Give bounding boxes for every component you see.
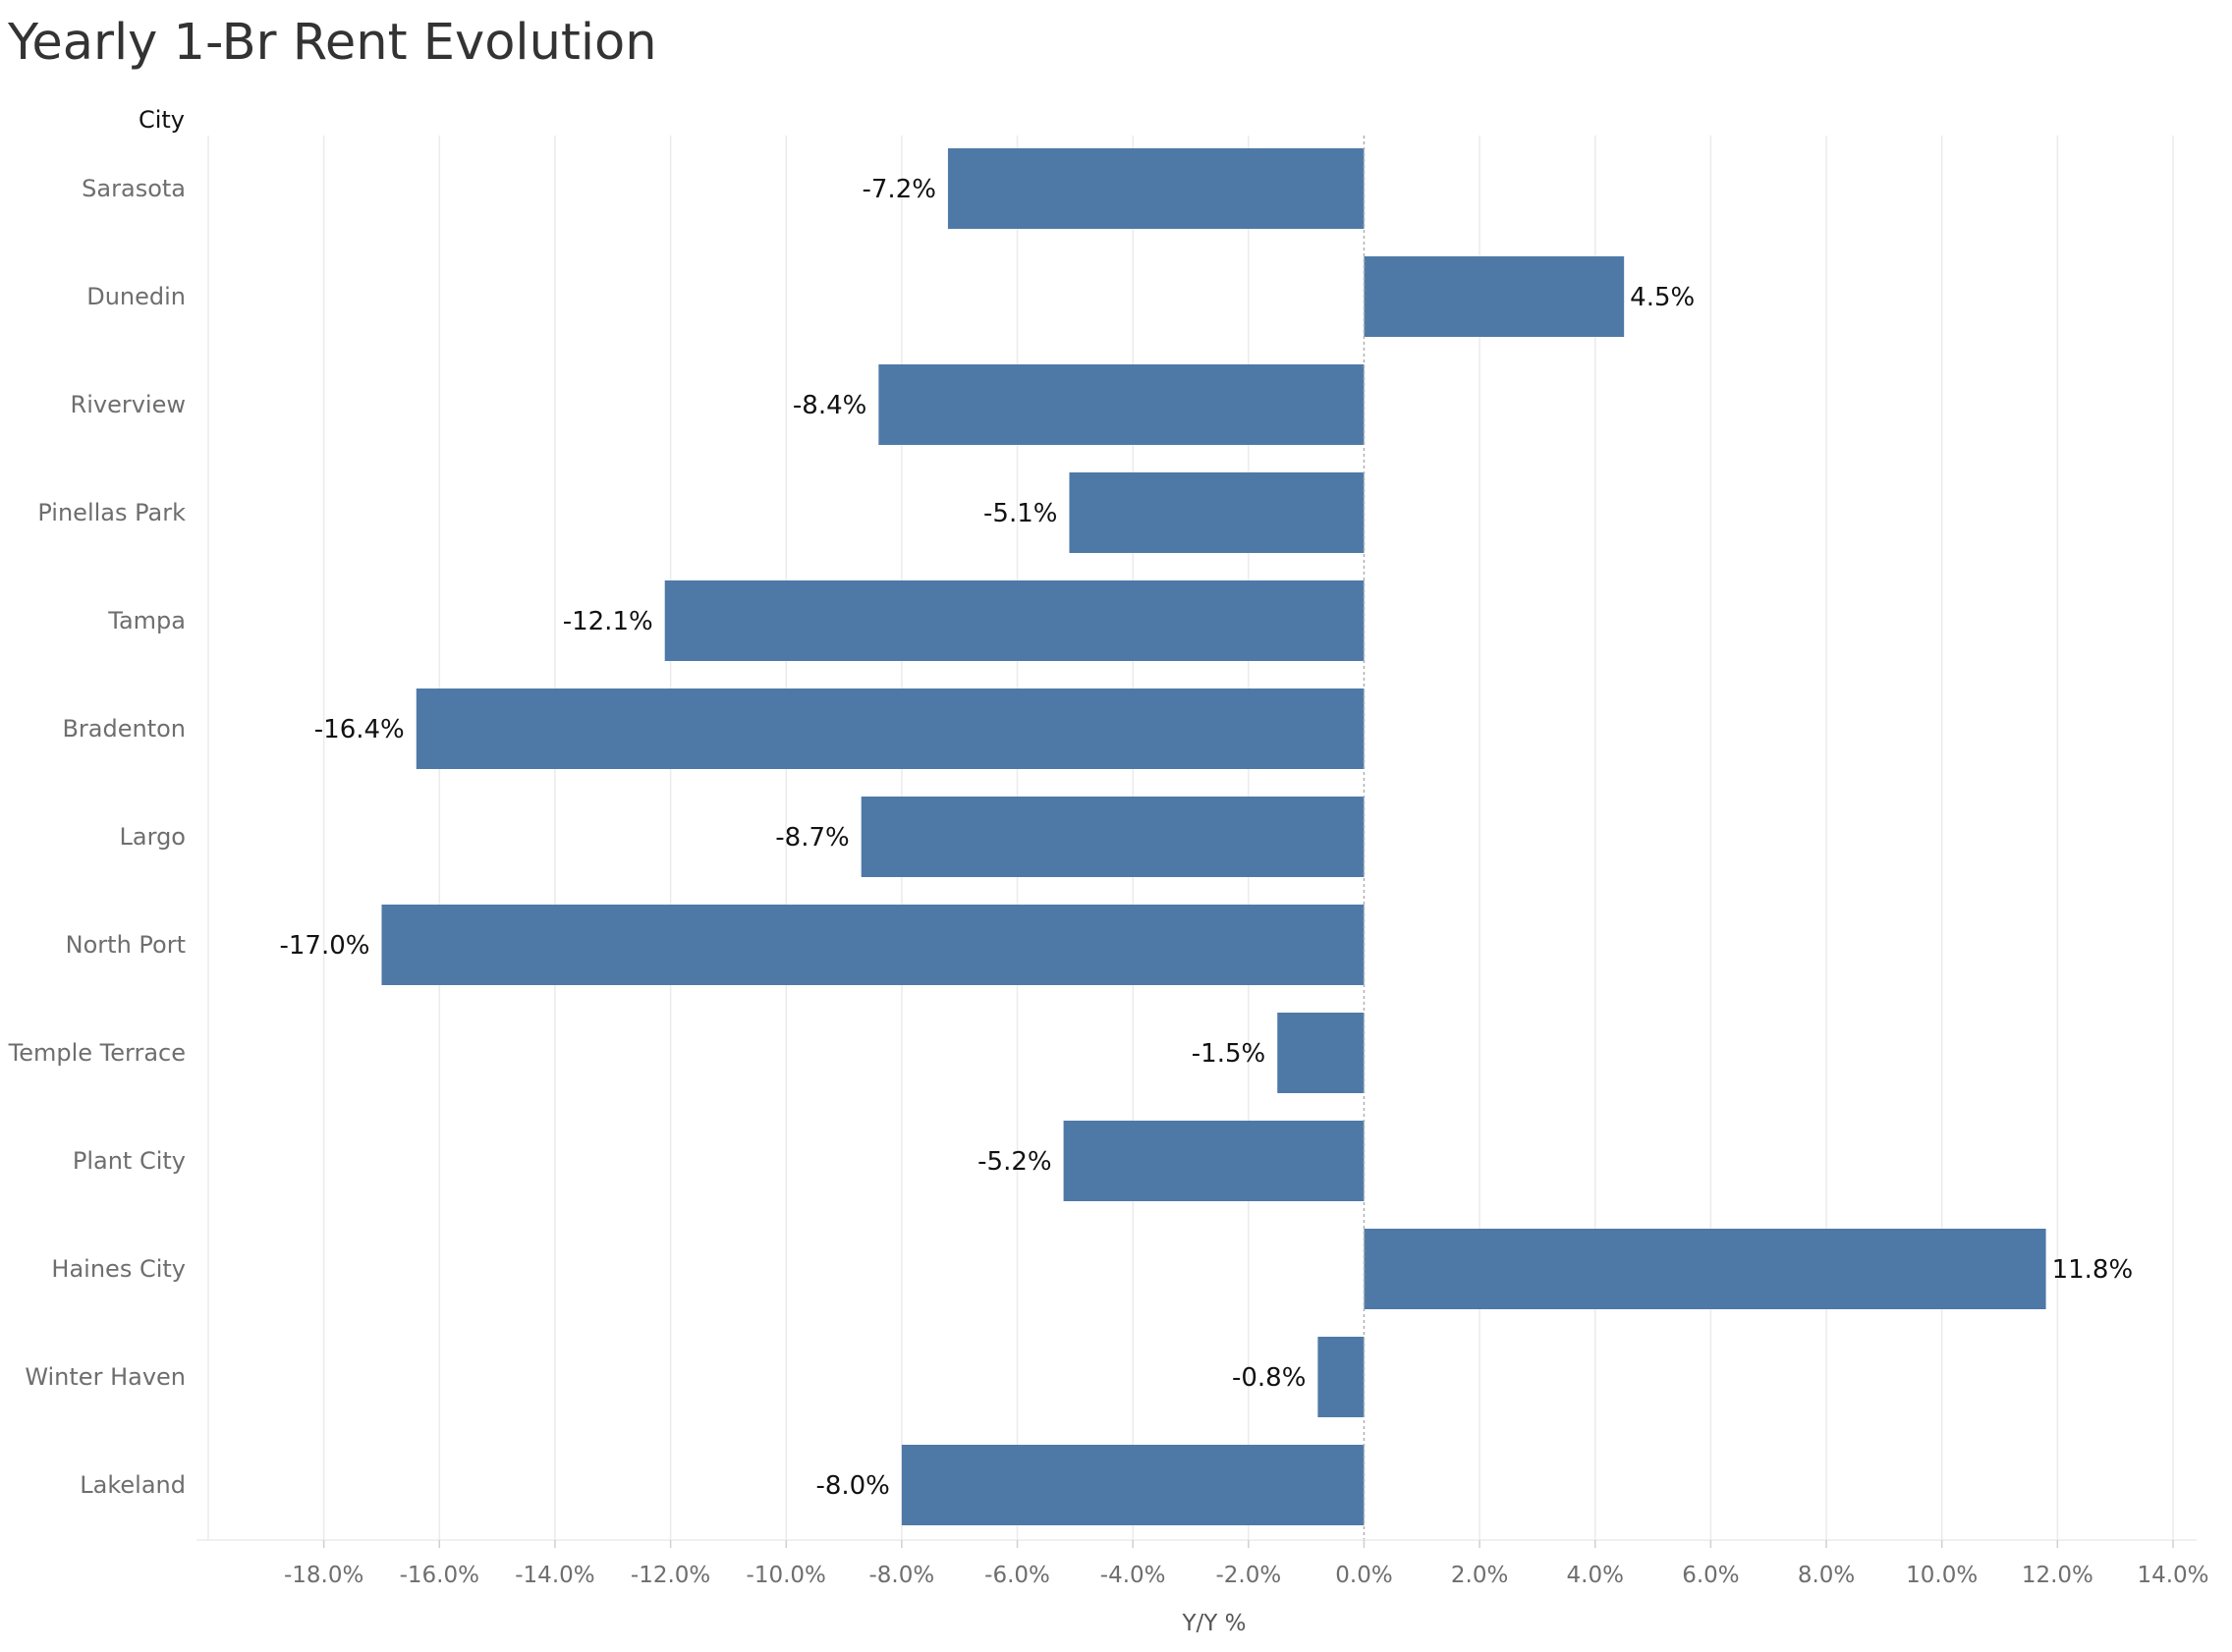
category-label: North Port [66, 931, 186, 959]
data-label: -16.4% [314, 715, 405, 744]
tick-label: 14.0% [2137, 1563, 2208, 1588]
data-label: -0.8% [1232, 1363, 1306, 1393]
category-label: Haines City [51, 1255, 186, 1283]
category-label: Plant City [73, 1147, 186, 1175]
tick-label: 6.0% [1682, 1563, 1739, 1588]
bar [861, 797, 1365, 877]
bar [381, 905, 1365, 985]
bar [1277, 1013, 1365, 1093]
bar [878, 364, 1365, 445]
tick-labels: -18.0% -16.0% -14.0% -12.0% -10.0% -8.0% -6.0%… [284, 1540, 2209, 1588]
data-label: -8.4% [793, 391, 866, 420]
bar [416, 688, 1365, 769]
bar [1063, 1121, 1365, 1201]
tick-label: -8.0% [869, 1563, 935, 1588]
x-axis-title: Y/Y % [1181, 1611, 1246, 1636]
data-label: 4.5% [1630, 283, 1695, 312]
bar [947, 148, 1365, 229]
data-labels: -7.2% 4.5% -8.4% -5.1% -12.1% -16.4% -8.7% -17.… [279, 175, 2133, 1501]
category-label: Largo [120, 823, 186, 851]
tick-label: -6.0% [984, 1563, 1050, 1588]
bar [1069, 472, 1365, 553]
tick-label: -16.0% [400, 1563, 479, 1588]
tick-label: 2.0% [1451, 1563, 1508, 1588]
category-label: Pinellas Park [37, 499, 186, 526]
bars [381, 148, 2046, 1525]
tick-label: 4.0% [1567, 1563, 1624, 1588]
category-label: Dunedin [86, 283, 186, 310]
tick-label: -10.0% [747, 1563, 826, 1588]
data-label: -17.0% [279, 931, 369, 961]
tick-label: 0.0% [1335, 1563, 1392, 1588]
bar [1364, 1229, 2046, 1309]
tick-label: -2.0% [1215, 1563, 1281, 1588]
data-label: -8.0% [815, 1471, 889, 1501]
category-label: Tampa [107, 607, 186, 634]
chart-title: Yearly 1-Br Rent Evolution [8, 14, 657, 72]
tick-label: 8.0% [1798, 1563, 1855, 1588]
data-label: -1.5% [1192, 1039, 1265, 1069]
data-label: -5.2% [977, 1147, 1051, 1177]
category-label: Sarasota [82, 175, 186, 202]
category-label: Bradenton [62, 715, 186, 743]
data-label: -8.7% [775, 823, 849, 853]
bar [1364, 256, 1625, 337]
bar [901, 1445, 1365, 1525]
category-label: Riverview [71, 391, 186, 418]
data-label: -5.1% [983, 499, 1057, 528]
tick-label: -12.0% [631, 1563, 710, 1588]
data-label: -7.2% [863, 175, 936, 204]
tick-label: -4.0% [1100, 1563, 1166, 1588]
tick-label: 12.0% [2022, 1563, 2093, 1588]
bar [664, 580, 1365, 661]
tick-label: 10.0% [1906, 1563, 1978, 1588]
category-label: Temple Terrace [8, 1039, 186, 1067]
category-labels: Sarasota Dunedin Riverview Pinellas Park Tam… [8, 175, 186, 1499]
tick-label: -14.0% [515, 1563, 594, 1588]
bar [1317, 1337, 1365, 1417]
category-label: Winter Haven [25, 1363, 186, 1391]
category-header: City [139, 106, 185, 134]
data-label: -12.1% [563, 607, 653, 636]
category-label: Lakeland [80, 1471, 186, 1499]
tick-label: -18.0% [284, 1563, 363, 1588]
data-label: 11.8% [2052, 1255, 2134, 1285]
